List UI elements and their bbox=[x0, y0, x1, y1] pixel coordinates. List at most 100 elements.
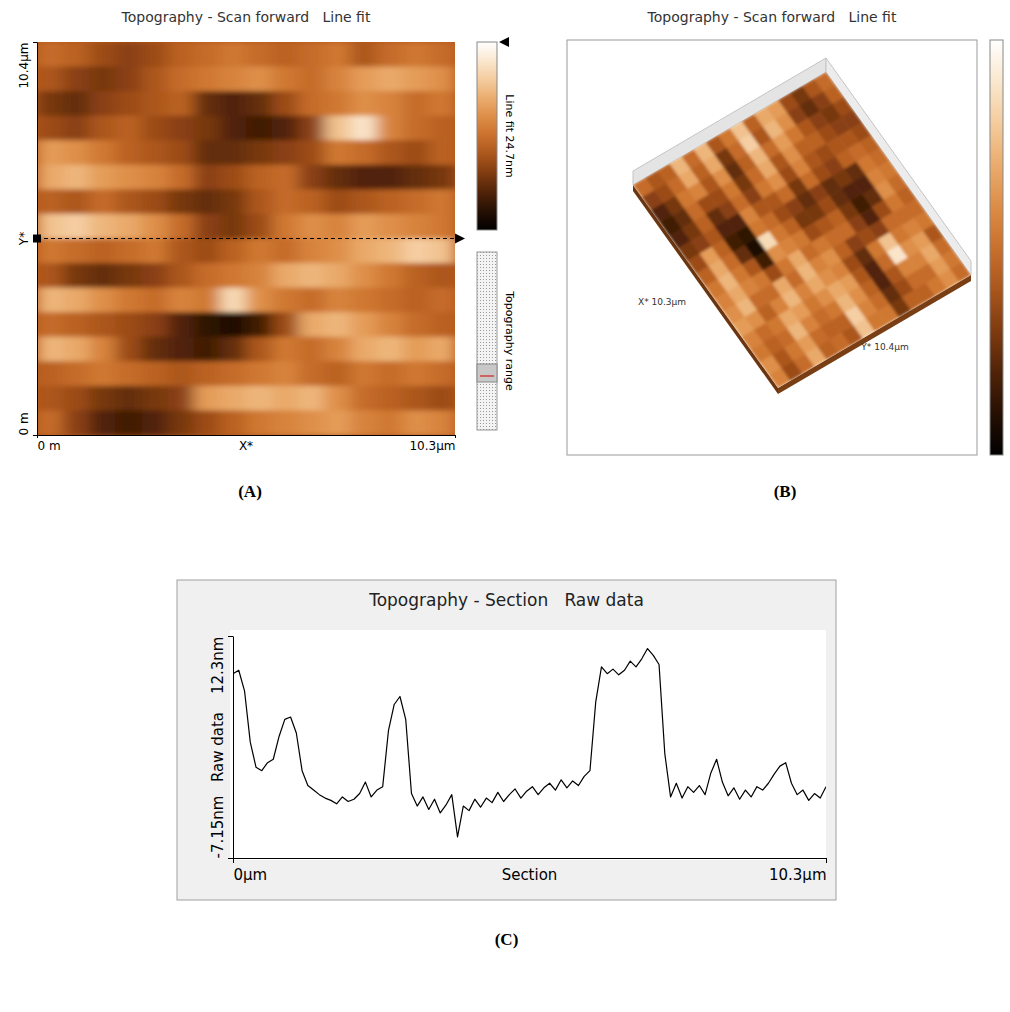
x-axis-tick-mark bbox=[233, 858, 234, 863]
y-axis-tick-label: -7.15nm bbox=[209, 796, 227, 859]
heatmap-cell bbox=[298, 288, 325, 313]
heatmap-cell bbox=[89, 42, 116, 67]
heatmap-cell bbox=[220, 42, 247, 67]
heatmap-cell bbox=[351, 116, 378, 141]
heatmap-cell bbox=[403, 42, 430, 67]
x-axis-line bbox=[38, 435, 456, 436]
heatmap-cell bbox=[168, 386, 195, 411]
range-window bbox=[477, 364, 497, 382]
heatmap-cell bbox=[168, 189, 195, 214]
y-axis-tick: -7.15nm bbox=[209, 796, 233, 859]
heatmap-cell bbox=[115, 410, 142, 435]
heatmap-cell bbox=[272, 140, 299, 165]
profile-line bbox=[233, 649, 826, 837]
heatmap-cell bbox=[246, 116, 273, 141]
x-axis-tick: 10.3µm bbox=[409, 435, 455, 453]
heatmap-cell bbox=[142, 165, 169, 190]
heatmap-cell bbox=[63, 214, 90, 239]
heatmap-cell bbox=[220, 239, 247, 264]
x-axis-tick-mark bbox=[826, 858, 827, 863]
panel-title: Topography - Scan forward Line fit bbox=[121, 9, 371, 25]
heatmap-cell bbox=[377, 312, 404, 337]
heatmap-cell bbox=[89, 165, 116, 190]
heatmap-cell bbox=[168, 361, 195, 386]
heatmap-cell bbox=[194, 67, 221, 92]
heatmap-cell bbox=[298, 140, 325, 165]
heatmap-cell bbox=[63, 263, 90, 288]
heatmap-cell bbox=[89, 116, 116, 141]
heatmap-cell bbox=[403, 288, 430, 313]
heatmap-cell bbox=[272, 116, 299, 141]
heatmap-cell bbox=[142, 67, 169, 92]
heatmap-cell bbox=[37, 140, 64, 165]
heatmap-cell bbox=[429, 165, 455, 190]
heatmap-cell bbox=[63, 42, 90, 67]
heatmap-cell bbox=[351, 140, 378, 165]
y-axis-title: Raw data bbox=[209, 712, 227, 782]
heatmap-cell bbox=[89, 288, 116, 313]
heatmap-cell bbox=[63, 337, 90, 362]
heatmap-cell bbox=[351, 410, 378, 435]
surface-cell bbox=[769, 368, 790, 388]
heatmap-cell bbox=[168, 165, 195, 190]
panel-label: (C) bbox=[495, 930, 519, 949]
x-axis: 0µm10.3µm bbox=[234, 858, 827, 884]
heatmap-cell bbox=[37, 410, 64, 435]
heatmap-cell bbox=[246, 91, 273, 116]
heatmap-cell bbox=[142, 91, 169, 116]
heatmap-cell bbox=[246, 214, 273, 239]
y-axis-tick: 12.3nm bbox=[209, 637, 233, 695]
heatmap-cell bbox=[246, 386, 273, 411]
heatmap-cell bbox=[429, 386, 455, 411]
heatmap-cell bbox=[246, 288, 273, 313]
heatmap-cell bbox=[89, 386, 116, 411]
heatmap-cell bbox=[351, 189, 378, 214]
heatmap-cell bbox=[351, 312, 378, 337]
heatmap-cell bbox=[403, 386, 430, 411]
x-axis-tick-mark bbox=[37, 435, 38, 438]
heatmap-cell bbox=[351, 67, 378, 92]
heatmap-cell bbox=[377, 116, 404, 141]
heatmap-cell bbox=[115, 165, 142, 190]
heatmap-cell bbox=[403, 361, 430, 386]
heatmap-cell bbox=[220, 263, 247, 288]
heatmap-cell bbox=[220, 165, 247, 190]
heatmap-cell bbox=[63, 312, 90, 337]
y-axis-tick-mark bbox=[33, 42, 37, 43]
heatmap-cell bbox=[194, 288, 221, 313]
y-axis-line bbox=[233, 637, 234, 859]
heatmap-cell bbox=[142, 410, 169, 435]
heatmap-cell bbox=[115, 312, 142, 337]
heatmap-cell bbox=[429, 116, 455, 141]
x-axis-title: X* bbox=[239, 439, 253, 453]
heatmap-cell bbox=[377, 239, 404, 264]
heatmap-cell bbox=[89, 312, 116, 337]
heatmap-cell bbox=[377, 214, 404, 239]
heatmap-cell bbox=[246, 165, 273, 190]
heatmap-cell bbox=[298, 410, 325, 435]
heatmap-cell bbox=[37, 91, 64, 116]
heatmap-cell bbox=[115, 140, 142, 165]
heatmap-cell bbox=[220, 116, 247, 141]
heatmap-cell bbox=[220, 410, 247, 435]
colorbar-marker bbox=[499, 37, 509, 47]
heatmap-cell bbox=[37, 361, 64, 386]
colorbar-label: Line fit 24.7nm bbox=[503, 94, 516, 177]
heatmap-cell bbox=[272, 288, 299, 313]
heatmap-cell bbox=[168, 116, 195, 141]
heatmap-cell bbox=[351, 214, 378, 239]
heatmap-cell bbox=[351, 386, 378, 411]
heatmap-cell bbox=[246, 337, 273, 362]
heatmap-cell bbox=[403, 116, 430, 141]
heatmap-cell bbox=[142, 337, 169, 362]
plot-background bbox=[37, 42, 455, 435]
surface-wall bbox=[826, 58, 971, 275]
y-axis-tick-mark bbox=[33, 435, 37, 436]
heatmap-cell bbox=[403, 189, 430, 214]
heatmap-cell bbox=[272, 91, 299, 116]
panel-frame bbox=[567, 40, 977, 455]
heatmap-cell bbox=[403, 91, 430, 116]
heatmap-cell bbox=[403, 140, 430, 165]
heatmap-cell bbox=[194, 214, 221, 239]
heatmap-cell bbox=[168, 312, 195, 337]
